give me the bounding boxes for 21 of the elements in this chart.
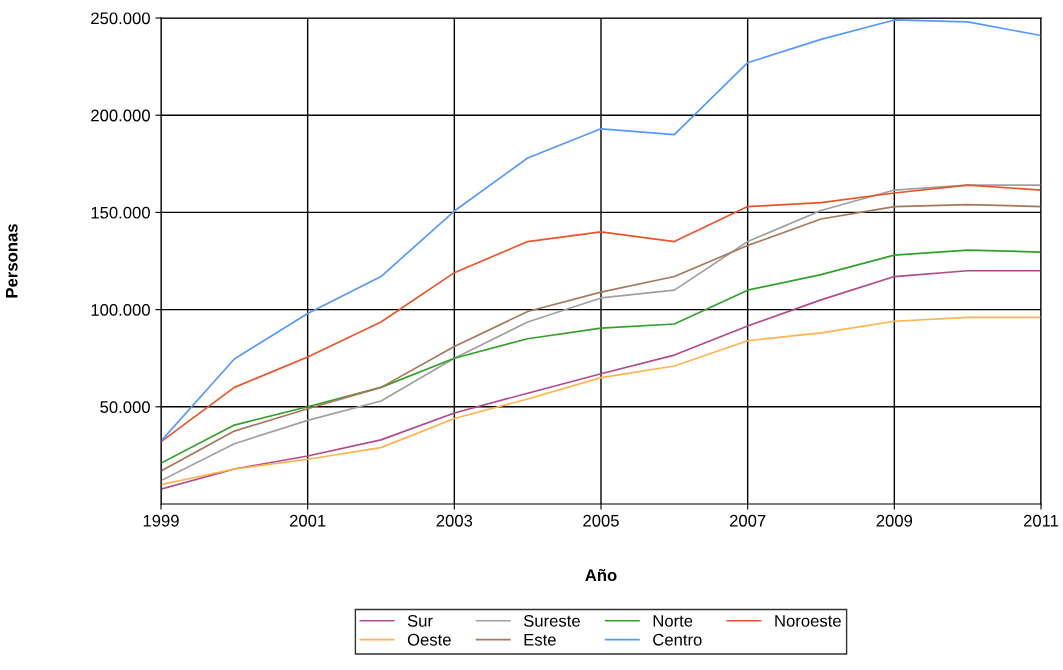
y-axis-title: Personas (5, 224, 18, 298)
x-tick-label: 1999 (143, 514, 179, 527)
x-tick-label: 2001 (289, 514, 326, 527)
x-tick-label: 2011 (1023, 514, 1059, 527)
legend-label: Sureste (523, 614, 580, 627)
y-tick-label: 250.000 (91, 12, 150, 25)
x-tick-label: 2003 (436, 514, 473, 527)
legend-label: Sur (407, 614, 433, 627)
legend-label: Centro (653, 633, 702, 646)
x-tick-label: 2005 (583, 514, 619, 527)
y-tick-label: 200.000 (91, 109, 150, 122)
y-tick-label: 150.000 (91, 206, 150, 219)
legend-label: Norte (653, 615, 693, 627)
x-tick-label: 2009 (876, 514, 913, 527)
y-tick-label: 100.000 (91, 304, 150, 316)
legend-label: Oeste (407, 633, 451, 646)
legend-label: Este (524, 634, 556, 646)
y-tick-label: 50.000 (100, 401, 150, 413)
x-tick-label: 2007 (729, 514, 766, 527)
x-axis-title: Año (585, 568, 617, 582)
legend-label: Noroeste (775, 615, 841, 627)
